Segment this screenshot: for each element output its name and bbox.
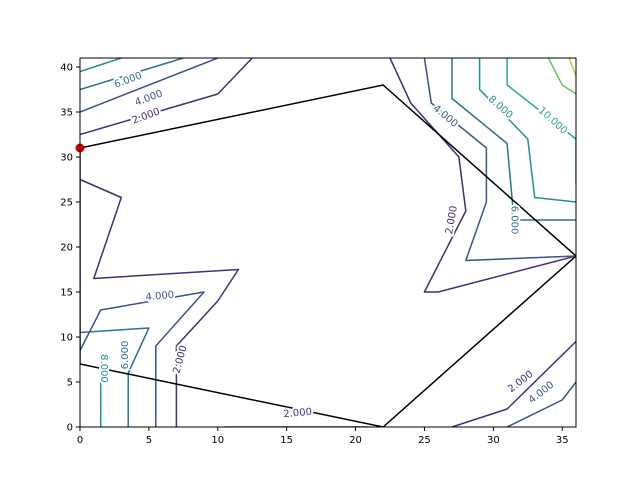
contour-line-2 — [80, 58, 253, 136]
y-tick-label: 30 — [60, 153, 73, 164]
x-tick-label: 20 — [349, 435, 362, 446]
contour-label: 6.000 — [509, 206, 520, 235]
x-tick-label: 0 — [77, 435, 83, 446]
contour-line-12 — [547, 58, 576, 95]
contour-line-2 — [80, 178, 240, 427]
contour-line-8 — [478, 58, 576, 203]
contour-line-2 — [389, 58, 576, 293]
x-tick-label: 10 — [211, 435, 224, 446]
x-tick-label: 25 — [418, 435, 431, 446]
contour-line-6 — [80, 58, 184, 91]
plot-frame — [79, 57, 577, 428]
contour-line-4 — [80, 291, 205, 427]
contour-line-4 — [423, 58, 576, 262]
y-tick-label: 20 — [60, 243, 73, 254]
contour-label: 4.000 — [145, 290, 174, 303]
y-tick-label: 25 — [60, 198, 73, 209]
contour-line-4 — [506, 381, 576, 427]
x-tick-label: 5 — [146, 435, 152, 446]
x-tick-label: 35 — [556, 435, 569, 446]
contour-label: 8.000 — [98, 354, 109, 383]
contour-line-2 — [451, 340, 576, 427]
y-tick-label: 0 — [67, 423, 73, 434]
contour-line-10 — [506, 58, 576, 184]
y-tick-label: 35 — [60, 108, 73, 119]
x-tick-label: 30 — [487, 435, 500, 446]
polygon-outline — [80, 84, 576, 427]
contour-label: 2.000 — [283, 407, 312, 420]
contour-line-8 — [80, 58, 122, 73]
y-tick-label: 15 — [60, 288, 73, 299]
x-tick-label: 15 — [280, 435, 293, 446]
contour-line-4 — [80, 58, 219, 113]
y-tick-label: 40 — [60, 63, 73, 74]
y-tick-label: 5 — [67, 378, 73, 389]
contour-label: 6.000 — [120, 341, 131, 370]
y-tick-label: 10 — [60, 333, 73, 344]
contour-line-6 — [80, 327, 150, 427]
axes: 0 5 10 15 20 25 30 35 0 5 10 15 20 25 30 35 40 — [60, 57, 577, 446]
contour-line-14 — [568, 58, 576, 77]
